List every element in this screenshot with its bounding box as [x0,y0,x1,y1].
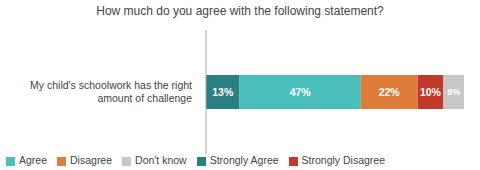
html-text:Strongly Disagree: Strongly Disagree [301,154,385,166]
svg-text:47%: 47% [290,86,312,98]
svg-text:22%: 22% [379,86,401,98]
svg-text:10%: 10% [420,86,442,98]
svg-text:8%: 8% [447,87,460,97]
html-text:Agree: Agree [19,154,47,166]
html-text:Don't know: Don't know [135,154,187,166]
html-text:Strongly Agree: Strongly Agree [209,154,279,166]
svg-text:13%: 13% [212,86,234,98]
html-text:Disagree: Disagree [70,154,113,166]
svg-text:My child's schoolwork has the: My child's schoolwork has the rightamoun… [30,79,192,104]
html-text:How much do you agree with the: How much do you agree with the following… [96,4,384,18]
